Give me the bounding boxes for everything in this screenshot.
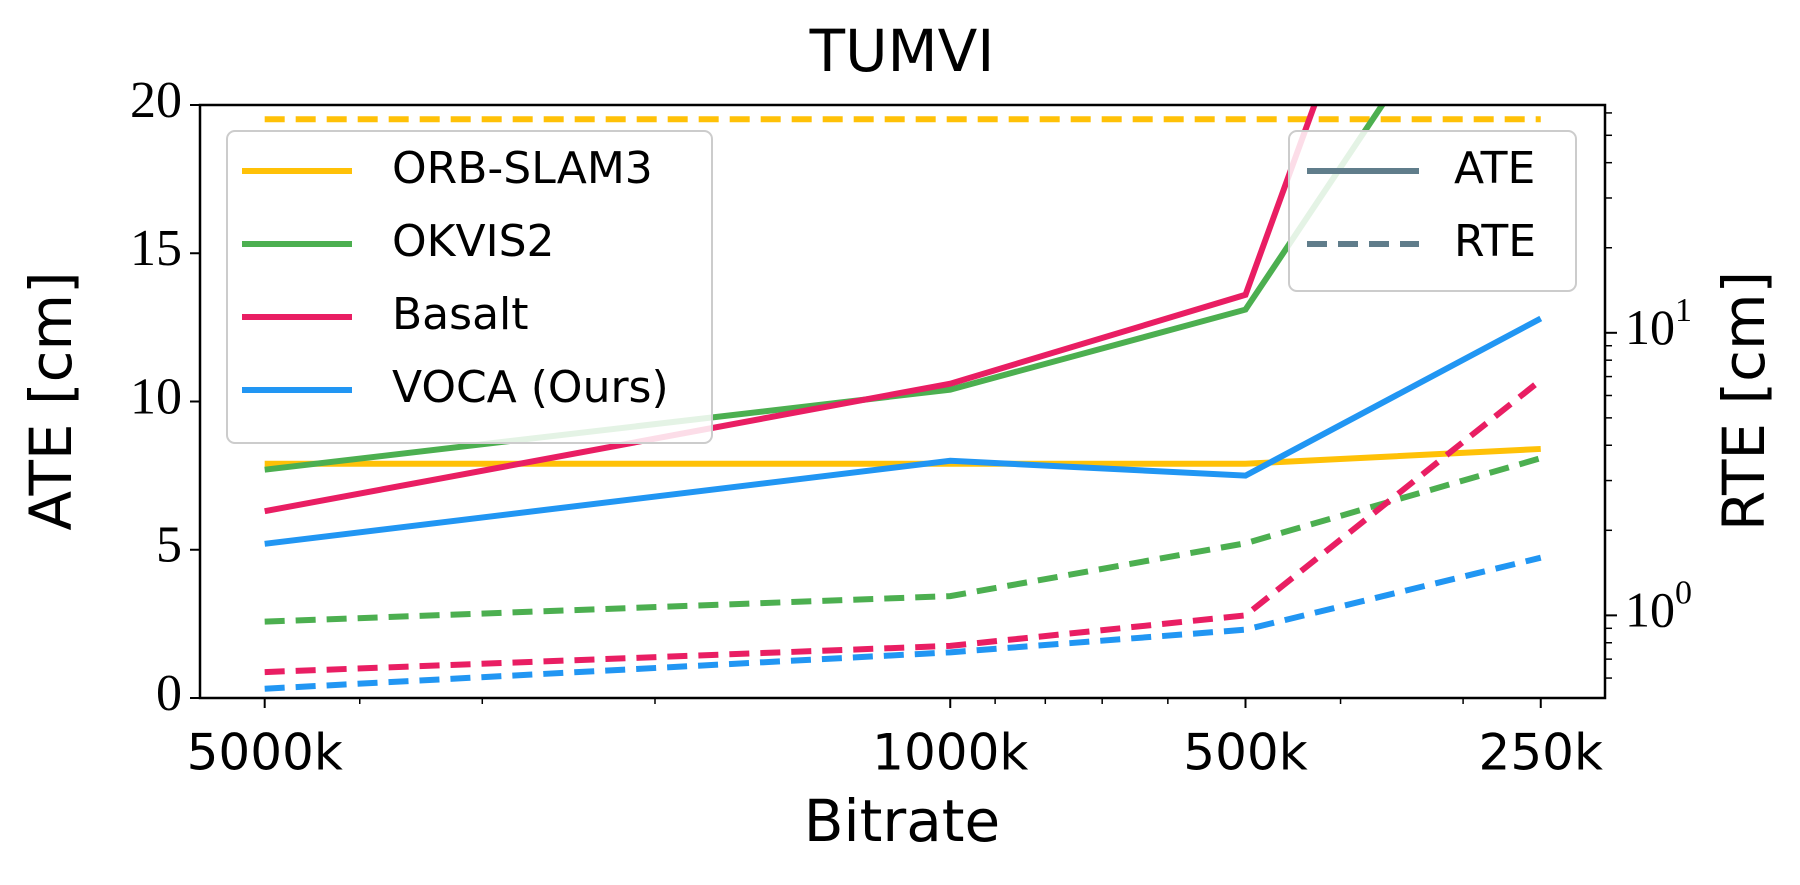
y-axis-label: ATE [cm] [17, 271, 85, 530]
legend-label: ORB-SLAM3 [392, 143, 653, 194]
x-tick-label: 500k [1183, 724, 1307, 782]
y2-tick-exponent: 0 [1675, 574, 1692, 611]
legend-label: OKVIS2 [392, 216, 555, 267]
y2-tick-base: 10 [1625, 582, 1675, 638]
series-line [264, 377, 1543, 676]
y-tick-label: 15 [130, 220, 182, 277]
series-line [264, 315, 1543, 547]
y2-tick-base: 10 [1625, 299, 1675, 355]
chart-title: TUMVI [809, 17, 995, 85]
y-tick-label: 0 [156, 665, 182, 722]
series-line [264, 455, 1542, 625]
legend-label: RTE [1454, 216, 1536, 267]
series-line [264, 445, 1541, 467]
series-line [264, 105, 1318, 515]
legend-label: Basalt [392, 289, 529, 340]
series-line [264, 554, 1542, 692]
y2-tick-exponent: 1 [1675, 292, 1692, 329]
x-axis-label: Bitrate [804, 787, 1000, 855]
x-tick-label: 1000k [872, 724, 1028, 782]
x-tick-label: 250k [1479, 724, 1603, 782]
y2-tick-label: 100 [1625, 574, 1692, 638]
x-tick-label: 5000k [187, 724, 343, 782]
legend-label: VOCA (Ours) [392, 362, 669, 413]
y-tick-label: 20 [130, 72, 182, 129]
y-tick-label: 5 [156, 517, 182, 574]
y-tick-label: 10 [130, 368, 182, 425]
legend-box [226, 130, 713, 444]
y2-tick-label: 101 [1625, 292, 1692, 356]
y2-axis-label: RTE [cm] [1710, 271, 1778, 531]
legend-label: ATE [1454, 143, 1535, 194]
